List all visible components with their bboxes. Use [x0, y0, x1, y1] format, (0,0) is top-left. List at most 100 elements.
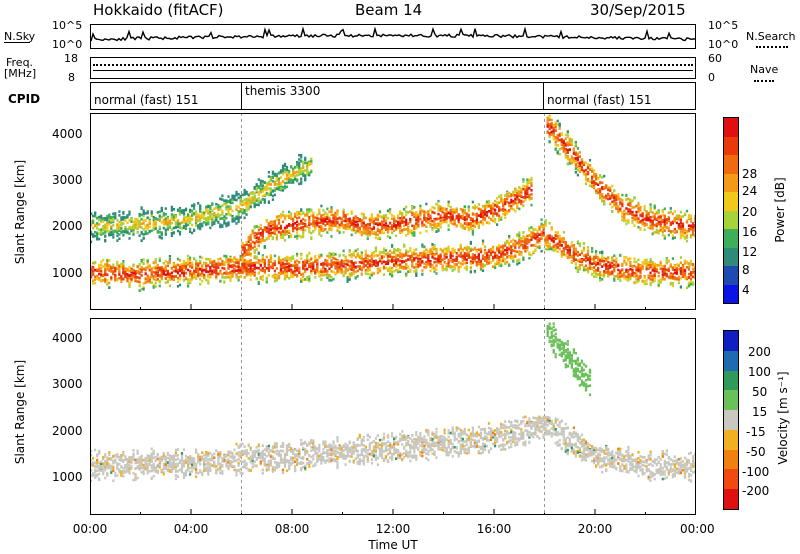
heatmap-cell: [219, 257, 222, 261]
heatmap-cell: [253, 255, 256, 258]
heatmap-cell: [631, 270, 634, 273]
heatmap-cell: [449, 212, 452, 216]
heatmap-cell: [443, 257, 446, 260]
heatmap-cell: [386, 227, 390, 230]
heatmap-cell: [257, 280, 260, 284]
heatmap-cell: [94, 260, 97, 264]
heatmap-cell: [180, 265, 184, 268]
heatmap-cell: [312, 229, 315, 233]
heatmap-cell: [288, 256, 291, 260]
heatmap-cell: [419, 210, 422, 213]
heatmap-cell: [403, 260, 406, 263]
heatmap-cell: [281, 266, 285, 269]
heatmap-cell: [348, 250, 351, 253]
heatmap-cell: [479, 249, 483, 252]
heatmap-cell: [344, 223, 347, 227]
heatmap-cell: [449, 215, 452, 218]
heatmap-cell: [318, 254, 321, 257]
heatmap-cell: [102, 225, 105, 228]
heatmap-cell: [197, 202, 200, 205]
heatmap-cell: [104, 216, 107, 220]
heatmap-cell: [187, 284, 190, 288]
heatmap-cell: [395, 255, 398, 259]
heatmap-cell: [320, 277, 323, 281]
heatmap-cell: [552, 239, 555, 243]
heatmap-cell: [128, 232, 131, 235]
heatmap-cell: [554, 237, 557, 241]
heatmap-cell: [405, 266, 408, 270]
heatmap-cell: [623, 256, 626, 259]
heatmap-cell: [461, 254, 464, 258]
heatmap-cell: [500, 262, 503, 266]
heatmap-cell: [593, 255, 596, 259]
heatmap-cell: [296, 254, 299, 257]
heatmap-cell: [502, 244, 505, 248]
heatmap-cell: [651, 276, 654, 280]
heatmap-cell: [641, 280, 644, 283]
heatmap-cell: [324, 263, 327, 266]
heatmap-cell: [421, 209, 424, 213]
heatmap-cell: [172, 263, 175, 266]
heatmap-cell: [189, 274, 192, 277]
heatmap-cell: [445, 207, 448, 211]
heatmap-cell: [473, 222, 476, 225]
heatmap-cell: [150, 281, 153, 284]
heatmap-cell: [380, 229, 384, 233]
heatmap-cell: [633, 271, 636, 275]
heatmap-cell: [506, 193, 509, 196]
heatmap-cell: [425, 225, 428, 228]
heatmap-cell: [431, 250, 434, 253]
heatmap-cell: [477, 254, 480, 257]
heatmap-cell: [376, 233, 379, 237]
heatmap-cell: [336, 267, 339, 270]
heatmap-cell: [189, 215, 192, 219]
heatmap-cell: [178, 209, 182, 213]
heatmap-cell: [651, 269, 654, 272]
heatmap-cell: [328, 267, 331, 270]
heatmap-cell: [419, 213, 422, 217]
heatmap-cell: [96, 237, 99, 241]
heatmap-cell: [90, 233, 93, 236]
heatmap-cell: [108, 264, 111, 268]
heatmap-cell: [534, 243, 537, 247]
heatmap-cell: [516, 195, 519, 199]
heatmap-cell: [132, 271, 135, 275]
heatmap-cell: [126, 216, 129, 219]
heatmap-cell: [415, 213, 418, 216]
heatmap-cell: [395, 268, 398, 272]
heatmap-cell: [350, 255, 353, 259]
heatmap-cell: [140, 239, 143, 242]
heatmap-cell: [330, 210, 333, 213]
heatmap-cell: [692, 275, 695, 279]
heatmap-cell: [225, 257, 228, 260]
heatmap-cell: [689, 273, 693, 276]
heatmap-cell: [370, 220, 373, 223]
heatmap-cell: [187, 261, 190, 264]
heatmap-cell: [98, 263, 101, 267]
heatmap-cell: [346, 263, 349, 266]
heatmap-cell: [445, 220, 448, 224]
heatmap-cell: [431, 254, 434, 257]
heatmap-cell: [114, 214, 117, 218]
heatmap-cell: [538, 227, 541, 231]
heatmap-cell: [451, 250, 454, 253]
heatmap-cell: [393, 220, 396, 224]
heatmap-cell: [283, 267, 287, 271]
heatmap-cell: [625, 278, 628, 281]
heatmap-cell: [316, 224, 319, 227]
heatmap-cell: [356, 248, 359, 251]
heatmap-cell: [162, 220, 165, 224]
heatmap-cell: [389, 253, 392, 257]
heatmap-cell: [582, 254, 586, 257]
heatmap-cell: [146, 226, 149, 229]
heatmap-cell: [292, 217, 295, 221]
heatmap-cell: [584, 268, 588, 272]
heatmap-cell: [451, 217, 454, 221]
heatmap-cell: [498, 255, 501, 259]
heatmap-cell: [257, 232, 260, 235]
heatmap-cell: [207, 275, 210, 279]
heatmap-cell: [352, 222, 355, 226]
heatmap-cell: [146, 274, 149, 278]
heatmap-cell: [168, 255, 171, 258]
heatmap-cell: [142, 219, 145, 222]
